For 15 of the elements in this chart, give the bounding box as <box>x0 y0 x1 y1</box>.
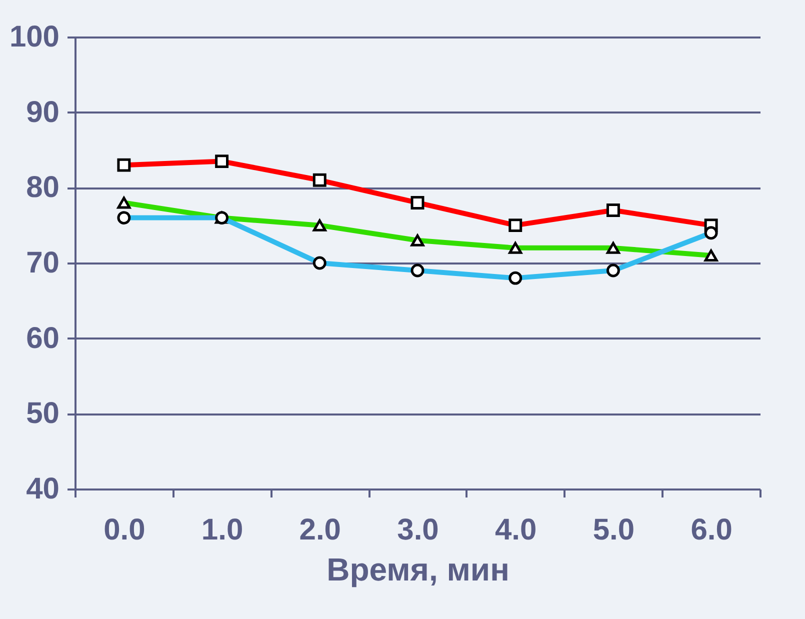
x-tick-label: 0.0 <box>104 514 146 546</box>
y-tick-label: 40 <box>26 472 60 506</box>
x-tick-label: 6.0 <box>690 514 732 546</box>
x-tick-label: 2.0 <box>299 514 341 546</box>
y-tick-label: 70 <box>26 246 60 280</box>
x-axis-title: Время, мин <box>326 552 510 588</box>
y-tick-label: 80 <box>26 171 60 204</box>
x-tick-label: 5.0 <box>592 514 635 546</box>
y-tick-label: 60 <box>26 322 60 355</box>
x-tick-label: 1.0 <box>201 514 244 546</box>
x-tick-label: 4.0 <box>495 514 537 546</box>
y-tick-label: 50 <box>26 397 60 430</box>
y-tick-label: 100 <box>9 20 60 54</box>
y-tick-label: 90 <box>26 96 60 129</box>
x-tick-label: 3.0 <box>397 514 439 546</box>
